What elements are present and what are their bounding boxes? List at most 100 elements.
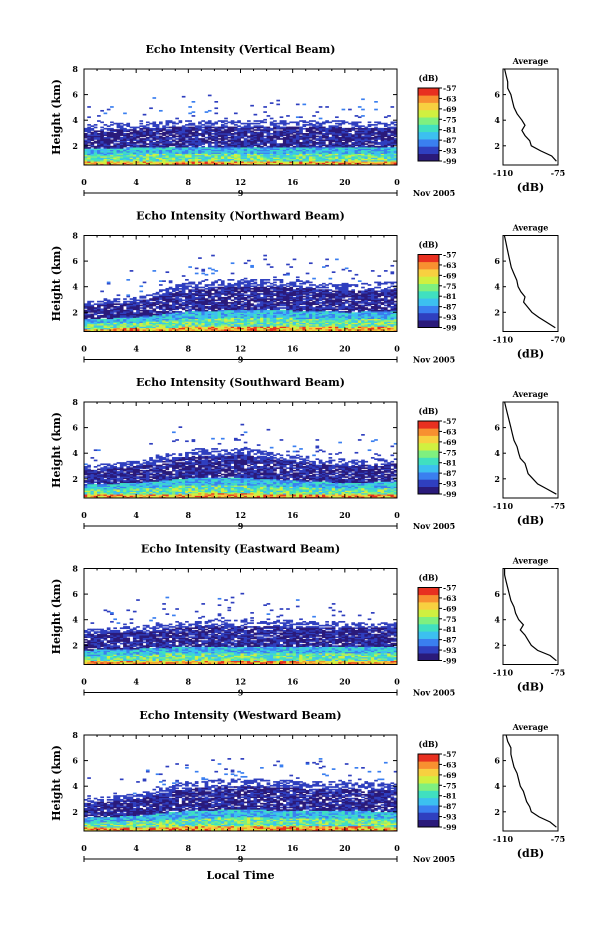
heatmap-cell — [194, 138, 199, 140]
heatmap-cell — [351, 126, 356, 129]
heatmap-cell — [207, 159, 212, 162]
heatmap-cell — [172, 134, 176, 136]
heatmap-cell — [201, 156, 206, 158]
heatmap-cell — [168, 131, 173, 134]
heatmap-cell — [149, 302, 153, 304]
heatmap-cell — [175, 291, 179, 294]
heatmap-cell — [240, 145, 245, 148]
heatmap-cell — [217, 135, 222, 138]
heatmap-cell — [84, 145, 88, 148]
heatmap-cell — [162, 157, 166, 159]
heatmap-cell — [100, 121, 104, 124]
heatmap-cell — [93, 149, 98, 152]
heatmap-cell — [149, 133, 153, 135]
heatmap-cell — [224, 296, 228, 299]
heatmap-cell — [113, 303, 117, 306]
heatmap-cell — [129, 138, 134, 140]
heatmap-cell — [152, 153, 157, 156]
heatmap-cell — [198, 149, 202, 152]
heatmap-cell — [158, 135, 163, 138]
y-tick-label: 8 — [72, 64, 78, 74]
heatmap-cell — [152, 270, 157, 272]
heatmap-cell — [211, 129, 215, 131]
heatmap-cell — [165, 141, 170, 144]
heatmap-cell — [240, 147, 245, 149]
heatmap-cell — [370, 140, 375, 143]
heatmap-cell — [383, 122, 388, 125]
heatmap-cell — [155, 124, 160, 126]
month-label: Nov 2005 — [413, 188, 455, 198]
heatmap-cell — [201, 124, 206, 126]
heatmap-cell — [227, 149, 232, 152]
heatmap-cell — [175, 162, 179, 165]
heatmap-cell — [113, 153, 117, 156]
heatmap-cell — [354, 115, 359, 117]
heatmap-cell — [93, 157, 98, 159]
heatmap-cells — [84, 94, 398, 166]
heatmap-cell — [250, 282, 254, 285]
heatmap-cell — [201, 158, 206, 161]
heatmap-cell — [93, 158, 98, 161]
heatmap-cell — [123, 161, 127, 163]
heatmap-cell — [240, 156, 245, 158]
heatmap-cell — [100, 158, 104, 161]
heatmap-cell — [113, 159, 117, 162]
heatmap-cell — [253, 125, 258, 127]
heatmap-cell — [214, 129, 219, 131]
heatmap-cell — [367, 144, 372, 147]
heatmap-cell — [158, 158, 163, 161]
heatmap-cell — [168, 162, 173, 165]
heatmap-cell — [106, 145, 111, 148]
heatmap-cell — [178, 133, 183, 135]
heatmap-cell — [87, 141, 91, 144]
heatmap-cell — [240, 148, 245, 151]
average-profile-line — [504, 68, 557, 162]
heatmap-cell — [168, 157, 173, 159]
heatmap-cell — [243, 277, 248, 280]
heatmap-cell — [93, 150, 98, 153]
heatmap-cell — [103, 112, 108, 115]
colorbar-swatch — [418, 139, 439, 147]
heatmap-cell — [256, 143, 261, 145]
heatmap-cell — [282, 309, 287, 312]
heatmap-cell — [194, 159, 199, 162]
heatmap-cell — [145, 153, 150, 156]
heatmap-cell — [132, 152, 137, 154]
heatmap-cell — [175, 140, 179, 143]
heatmap-cell — [364, 126, 369, 129]
heatmap-cell — [149, 141, 153, 144]
heatmap-cell — [220, 124, 225, 126]
heatmap-cell — [207, 127, 212, 130]
heatmap-cell — [380, 127, 385, 130]
heatmap-cell — [224, 153, 228, 156]
heatmap-cell — [100, 157, 104, 159]
heatmap-cell — [97, 158, 101, 161]
heatmap-cell — [188, 106, 192, 108]
heatmap-cell — [136, 153, 140, 156]
heatmap-cell — [129, 139, 134, 142]
heatmap-cell — [90, 133, 95, 135]
heatmap-cell — [233, 154, 238, 157]
heatmap-cell — [168, 136, 173, 139]
heatmap-cell — [87, 313, 91, 316]
heatmap-cell — [97, 162, 101, 165]
heatmap-cell — [250, 104, 254, 107]
heatmap-cell — [230, 279, 235, 281]
heatmap-cell — [374, 145, 378, 148]
heatmap-cell — [100, 126, 104, 129]
heatmap-cell — [165, 271, 170, 274]
heatmap-cell — [315, 138, 320, 140]
heatmap-cell — [103, 158, 108, 161]
heatmap-cell — [185, 148, 189, 151]
heatmap-cell — [139, 133, 144, 135]
heatmap-cell — [162, 139, 166, 142]
heatmap-cell — [106, 159, 111, 162]
heatmap-cell — [116, 305, 121, 308]
heatmap-cell — [110, 124, 114, 126]
heatmap-cell — [129, 126, 134, 129]
heatmap-cell — [126, 130, 131, 133]
heatmap-cell — [93, 133, 98, 135]
heatmap-cell — [237, 157, 241, 159]
heatmap-cell — [165, 154, 170, 157]
heatmap-cell — [237, 130, 241, 133]
